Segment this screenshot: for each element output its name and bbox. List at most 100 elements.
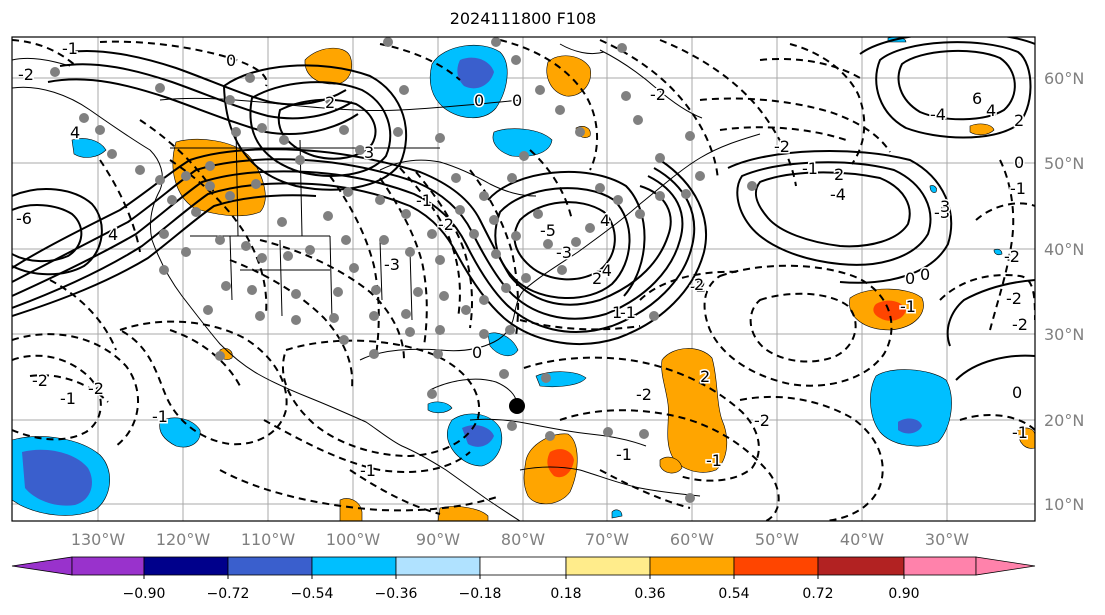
contour-label: 4 [986,101,996,120]
colorbar-tick-label: 0.72 [802,586,833,602]
contour-label: 0 [472,343,482,362]
contour-label: -3 [934,203,950,222]
contour-label: 0 [226,51,236,70]
colorbar-segment [395,556,481,576]
colorbar-tick-label: −0.72 [207,586,250,602]
lon-label: 120°W [156,530,211,549]
contours-positive [12,37,1035,381]
colorbar-labels: −0.90 −0.72 −0.54 −0.36 −0.18 0.18 0.36 … [123,586,920,602]
contour-label: -1 [60,389,76,408]
contour-label: -4 [596,261,612,280]
colorbar-segment [227,556,313,576]
contour-label: 2 [834,165,844,184]
colorbar-tick-label: 0.90 [888,586,919,602]
contour-label: 0 [1012,383,1022,402]
contour-label: -2 [636,385,652,404]
contour-label: 0 [1014,153,1024,172]
colorbar-segment [565,556,651,576]
shade-atlantic-small [993,248,1003,256]
contour-label: 2 [325,93,335,112]
colorbar-tick-label: 0.36 [634,586,665,602]
lon-label: 110°W [241,530,296,549]
lat-label: 30°N [1044,325,1084,344]
contour-label: -2 [754,411,770,430]
contour-label: 0 [905,269,915,288]
contour-label: 2 [700,367,710,386]
lat-label: 20°N [1044,411,1084,430]
lon-label: 60°W [670,530,714,549]
shade-pacific-sw-core [22,449,92,506]
contour-label: 4 [108,225,118,244]
contour-label: 1 [612,303,622,322]
contour-label: -2 [32,371,48,390]
contour-label: 3 [364,143,374,162]
lat-label: 40°N [1044,240,1084,259]
colorbar-segment [817,556,905,576]
contour-label: -2 [1004,247,1020,266]
lat-label: 60°N [1044,69,1084,88]
lon-label: 80°W [501,530,545,549]
lon-label: 70°W [585,530,629,549]
contour-label: -1 [616,445,632,464]
colorbar-tick-label: −0.54 [291,586,334,602]
colorbar-tick-label: 0.18 [550,586,581,602]
contour-label: -2 [1006,289,1022,308]
contour-label: -3 [384,255,400,274]
latitude-labels: 60°N 50°N 40°N 30°N 20°N 10°N [1044,69,1084,514]
shade-greenland-e [969,123,995,136]
shade-atlantic-small2 [929,185,937,193]
contour-label: -1 [1012,423,1028,442]
contour-label: -5 [540,221,556,240]
shade-caribbean-west-core [462,425,494,447]
contour-label: -1 [900,297,916,316]
contour-label: 3 [940,197,950,216]
contour-label: -1 [1010,179,1026,198]
contour-label: 2 [1014,111,1024,130]
shade-florida [487,332,519,357]
colorbar-segment [975,556,1036,576]
contour-label: -1 [62,39,78,58]
shade-mid-atlantic [870,369,952,447]
contour-label: -1 [802,159,818,178]
contour-label: -6 [16,209,32,228]
contour-label: 2 [592,269,602,288]
storm-center-marker [509,398,525,414]
shade-atlantic-c2 [659,456,683,474]
shade-east-atlantic [1017,427,1035,449]
contour-value-labels: -1 0 2 -6 0 0 4 -2 3 -1 -2 -3 -2 4 -3 -5… [15,38,1030,482]
contour-label: 4 [70,123,80,142]
contour-label: -1 [706,451,722,470]
contour-label: -2 [1012,315,1028,334]
contour-label: -2 [774,137,790,156]
contour-label: 2 [694,275,704,294]
contour-label: 0 [474,91,484,110]
contour-label: -4 [830,185,846,204]
lon-label: 100°W [326,530,381,549]
shade-pacific-south [159,417,201,448]
contour-label: -2 [650,85,666,104]
colorbar-segment [479,556,567,576]
lon-label: 90°W [416,530,460,549]
contour-label: 0 [512,91,522,110]
contour-label: -1 [360,461,376,480]
map-frame [11,36,1036,522]
contour-label: -4 [930,105,946,124]
colorbar-tick-label: −0.36 [375,586,418,602]
contour-label: 4 [600,211,610,230]
colorbar [11,556,1036,576]
gridlines [12,37,1035,521]
colorbar-tick-label: 0.54 [718,586,749,602]
colorbar-ticks [143,575,905,579]
colorbar-segment [71,556,145,576]
shade-caribbean-small [427,401,453,414]
colorbar-segment [649,556,735,576]
colorbar-segment [733,556,819,576]
shaded-regions [12,37,1035,521]
lat-label: 10°N [1044,495,1084,514]
colorbar-tick-label: −0.18 [459,586,502,602]
contour-label: 6 [972,89,982,108]
lon-label: 30°W [925,530,969,549]
shade-pacific-coast [339,498,363,521]
colorbar-segment [311,556,397,576]
